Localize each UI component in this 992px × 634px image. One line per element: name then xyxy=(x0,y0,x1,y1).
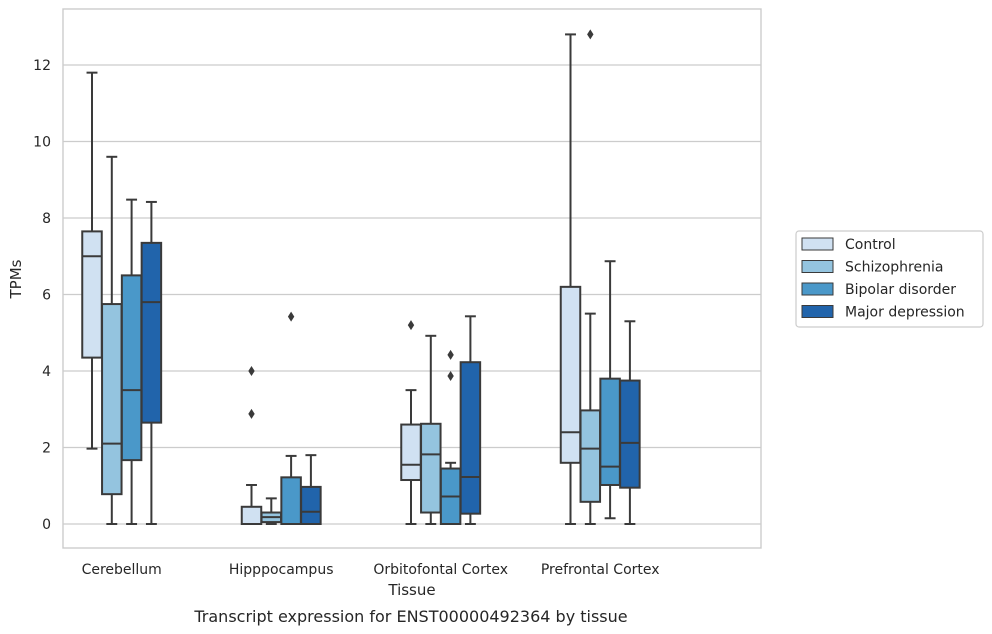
box-iqr xyxy=(420,422,442,514)
box-major-depression xyxy=(459,315,482,525)
box-major-depression xyxy=(619,320,641,525)
y-tick-label: 4 xyxy=(42,364,51,380)
box-schizophrenia xyxy=(420,334,442,525)
outlier-point xyxy=(248,408,255,419)
x-tick-label: Cerebellum xyxy=(82,562,162,578)
plot-frame xyxy=(62,8,762,549)
legend-swatch xyxy=(801,282,834,296)
box-schizophrenia xyxy=(579,29,602,525)
x-tick-label: Orbitofontal Cortex xyxy=(373,562,508,578)
x-tick-label: Prefrontal Cortex xyxy=(541,562,660,578)
outlier-point xyxy=(248,366,255,376)
plot-area xyxy=(81,29,641,526)
outlier-point xyxy=(587,29,594,40)
legend-label: Schizophrenia xyxy=(845,260,943,276)
y-tick-label: 0 xyxy=(42,517,51,533)
box-iqr xyxy=(459,361,482,515)
legend-label: Major depression xyxy=(845,305,965,321)
box-iqr xyxy=(140,241,163,424)
y-tick-label: 10 xyxy=(33,135,51,151)
legend-swatch xyxy=(801,237,834,251)
box-control xyxy=(240,366,263,526)
box-iqr xyxy=(81,230,103,359)
y-tick-label: 8 xyxy=(42,211,51,227)
legend-swatch xyxy=(801,260,834,273)
box-schizophrenia xyxy=(101,155,123,525)
box-control xyxy=(559,33,582,525)
box-major-depression xyxy=(140,200,163,525)
y-tick-label: 12 xyxy=(33,58,51,74)
y-axis-label: TPMs xyxy=(7,259,25,299)
legend-frame xyxy=(795,230,984,328)
outlier-point xyxy=(447,370,454,381)
box-control xyxy=(81,71,103,450)
x-tick-label: Hipppocampus xyxy=(229,562,334,578)
box-bipolar-disorder xyxy=(439,349,462,526)
legend-swatch xyxy=(801,305,834,318)
box-iqr xyxy=(101,303,123,496)
outlier-point xyxy=(447,349,454,360)
box-bipolar-disorder xyxy=(599,260,621,520)
box-iqr xyxy=(599,377,621,486)
box-iqr xyxy=(240,505,263,526)
y-tick-label: 2 xyxy=(42,441,51,457)
gridlines xyxy=(63,64,761,525)
box-bipolar-disorder xyxy=(280,311,302,525)
box-iqr xyxy=(300,485,322,525)
x-axis-label: Tissue xyxy=(387,581,435,599)
outlier-point xyxy=(287,311,295,322)
box-iqr xyxy=(120,274,143,462)
box-bipolar-disorder xyxy=(120,198,143,525)
legend-label: Bipolar disorder xyxy=(845,282,956,298)
box-schizophrenia xyxy=(260,497,283,525)
y-axis: 0 2 4 6 8 10 12 xyxy=(33,58,51,533)
chart-caption: Transcript expression for ENST0000049236… xyxy=(193,607,627,626)
box-major-depression xyxy=(300,454,322,525)
box-iqr xyxy=(559,285,582,464)
legend: Control Schizophrenia Bipolar disorder Majo… xyxy=(795,230,984,328)
legend-label: Control xyxy=(845,237,896,253)
y-tick-label: 6 xyxy=(42,288,51,304)
box-iqr xyxy=(579,409,602,503)
x-axis: Cerebellum Hipppocampus Orbitofontal Corte… xyxy=(82,562,660,578)
box-control xyxy=(400,320,422,525)
box-iqr xyxy=(619,379,641,489)
box-iqr xyxy=(400,423,422,482)
outlier-point xyxy=(407,320,415,331)
box-iqr xyxy=(280,476,302,525)
